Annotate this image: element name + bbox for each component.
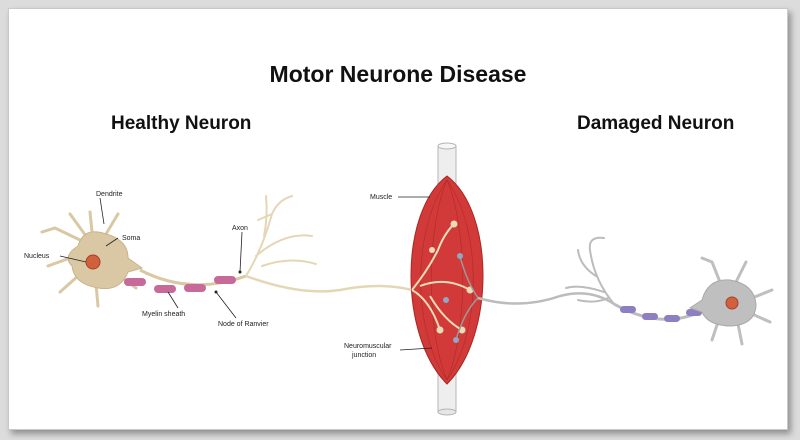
damaged-myelin-segment <box>620 306 636 313</box>
damaged-neuron <box>477 236 774 346</box>
healthy-nucleus <box>85 254 101 270</box>
damaged-myelin-segment <box>642 313 658 320</box>
label-junction: junction <box>351 352 376 359</box>
label-myelin-sheath: Myelin sheath <box>142 311 185 318</box>
healthy-soma <box>67 231 144 290</box>
label-node-of-ranvier: Node of Ranvier <box>218 321 269 328</box>
label-dendrite: Dendrite <box>96 191 123 198</box>
muscle <box>410 142 484 416</box>
healthy-neuron-heading: Healthy Neuron <box>111 113 252 134</box>
damaged-soma <box>688 279 757 327</box>
label-nucleus: Nucleus <box>24 253 50 260</box>
label-muscle: Muscle <box>370 194 392 201</box>
label-soma: Soma <box>122 235 140 242</box>
label-axon: Axon <box>232 225 248 232</box>
label-neuromuscular: Neuromuscular <box>344 343 392 350</box>
healthy-myelin-segment <box>124 278 146 286</box>
figure-title: Motor Neurone Disease <box>269 61 527 87</box>
figure-frame: Motor Neurone Disease Healthy Neuron Dam… <box>8 8 788 430</box>
healthy-myelin-segment <box>154 285 176 293</box>
healthy-neuron <box>40 195 413 308</box>
healthy-myelin-segment <box>214 276 236 284</box>
damaged-myelin-segment <box>664 315 680 322</box>
healthy-myelin-segment <box>184 284 206 292</box>
damaged-neuron-heading: Damaged Neuron <box>577 113 735 134</box>
damaged-nucleus <box>725 296 739 310</box>
muscle-belly <box>410 175 484 385</box>
